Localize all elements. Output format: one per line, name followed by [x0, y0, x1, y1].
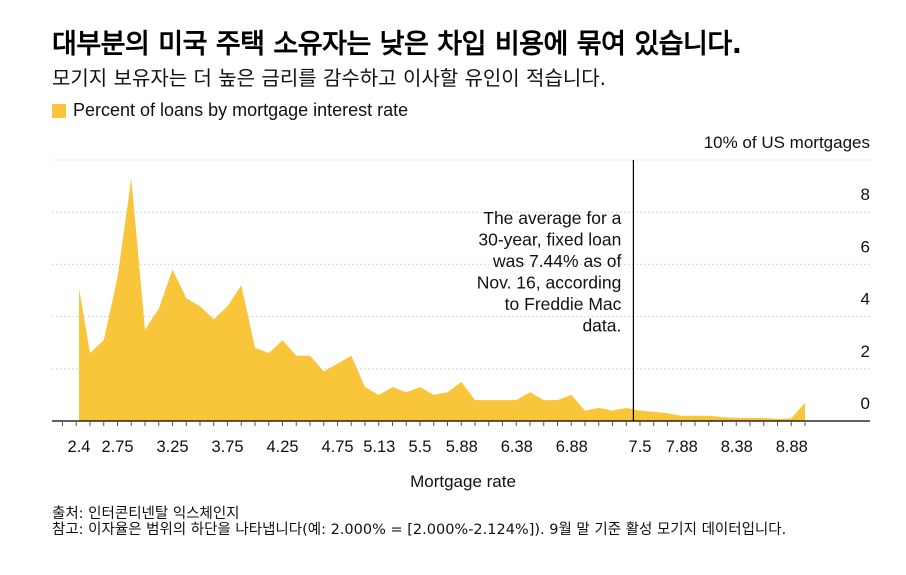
area-series — [79, 178, 805, 421]
legend: Percent of loans by mortgage interest ra… — [52, 100, 408, 121]
x-tick-label: 5.5 — [409, 438, 432, 456]
x-tick-label: 3.75 — [211, 438, 243, 456]
y-axis-label: 10% of US mortgages — [704, 133, 870, 152]
y-tick-label: 6 — [861, 237, 870, 256]
x-tick-label: 7.5 — [629, 438, 652, 456]
x-tick-label: 2.75 — [101, 438, 133, 456]
legend-swatch — [52, 103, 66, 118]
x-tick-label: 7.88 — [666, 438, 698, 456]
x-tick-label: 5.88 — [446, 438, 478, 456]
x-tick-label: 6.38 — [501, 438, 533, 456]
x-tick-label: 3.25 — [156, 438, 188, 456]
x-axis-label: Mortgage rate — [410, 472, 516, 491]
x-tick-label: 2.4 — [68, 438, 91, 456]
x-tick-label: 4.75 — [321, 438, 353, 456]
area-chart: 2.4 2.75 3.25 3.75 4.25 4.75 5.13 5.5 5.88 6.38 6.… — [52, 133, 870, 491]
chart-subtitle: 모기지 보유자는 더 높은 금리를 감수하고 이사할 유인이 적습니다. — [52, 66, 607, 90]
area-layer — [79, 178, 805, 421]
y-tick-label: 4 — [861, 290, 870, 309]
x-tick-label: 8.38 — [721, 438, 753, 456]
x-tick-label: 5.13 — [363, 438, 395, 456]
average-rate-marker: The average for a 30-year, fixed loan was … — [477, 160, 635, 421]
footnote: 참고: 이자율은 범위의 하단을 나타냅니다(예: 2.000% = [2.00… — [52, 522, 787, 538]
average-rate-annotation: The average for a 30-year, fixed loan was … — [477, 208, 622, 336]
source-note: 출처: 인터콘티넨탈 익스체인지 — [52, 506, 240, 522]
y-tick-label: 0 — [861, 394, 870, 413]
x-tick-label: 8.88 — [776, 438, 808, 456]
chart-title: 대부분의 미국 주택 소유자는 낮은 차입 비용에 묶여 있습니다. — [52, 29, 742, 60]
y-tick-label: 2 — [861, 342, 870, 361]
axis-layer: 2.4 2.75 3.25 3.75 4.25 4.75 5.13 5.5 5.88 6.38 6.… — [52, 133, 870, 491]
x-tick-label: 4.25 — [266, 438, 298, 456]
x-tick-label: 6.88 — [556, 438, 588, 456]
y-tick-label: 8 — [861, 185, 870, 204]
legend-label: Percent of loans by mortgage interest ra… — [73, 100, 409, 120]
